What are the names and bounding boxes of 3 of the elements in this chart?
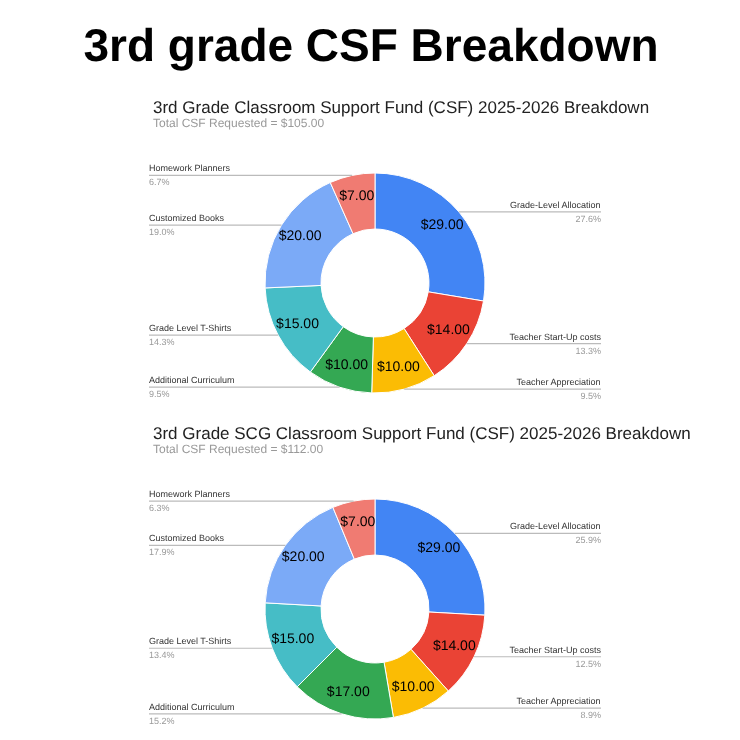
text: 3rd grade CSF Breakdown: [83, 19, 659, 71]
chart-title: 3rd Grade SCG Classroom Support Fund (CSF) 2025-2026 Breakdown: [153, 423, 692, 443]
chart-title: 3rd Grade Classroom Support Fund (CSF) 2025-2026 Breakdown: [153, 97, 650, 117]
